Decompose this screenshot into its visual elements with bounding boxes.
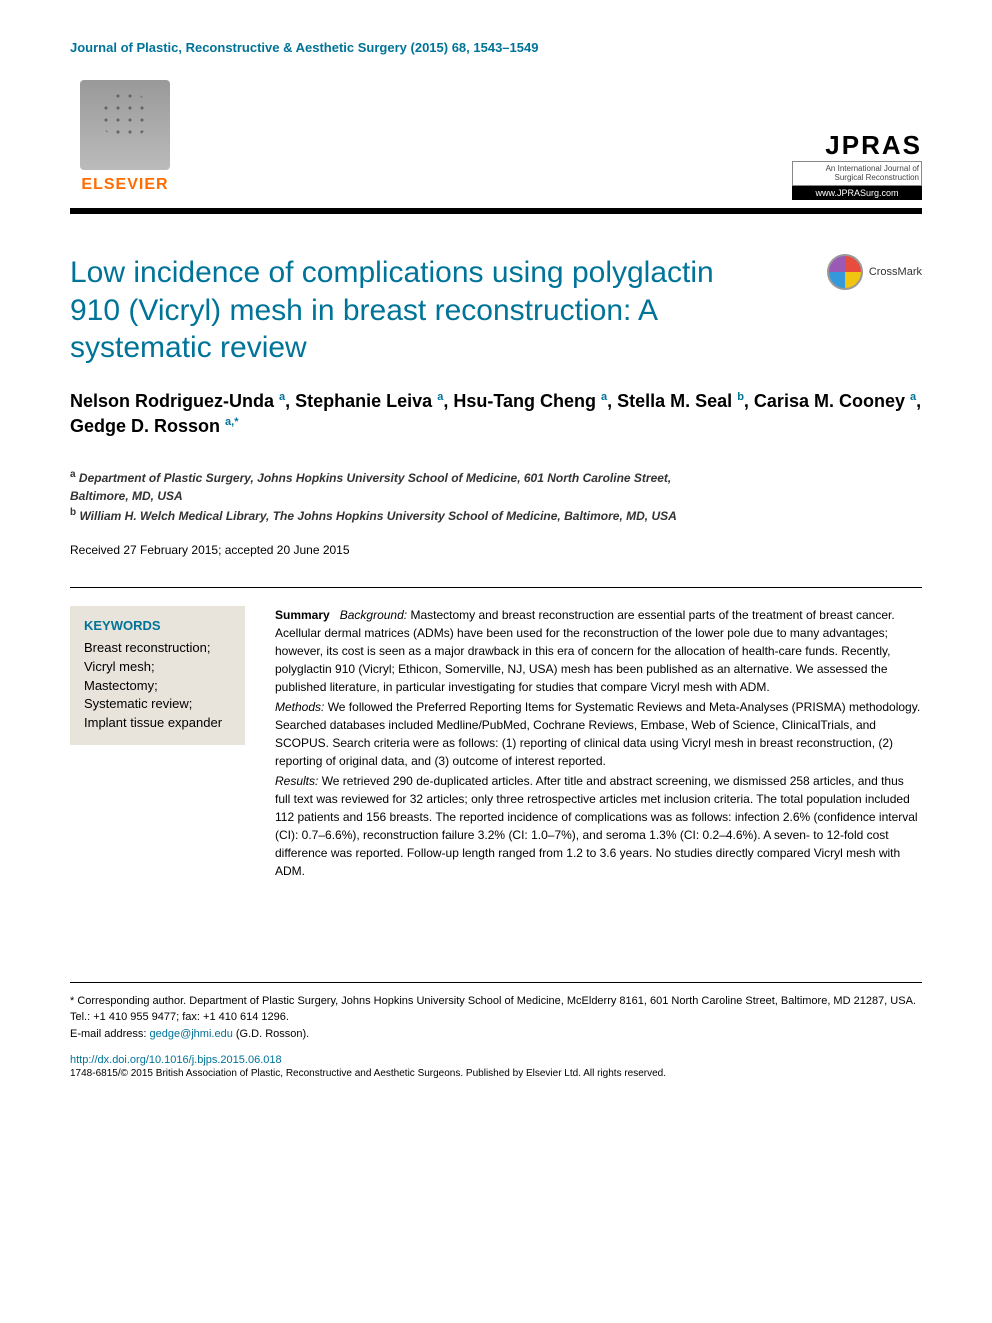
footer-rule [70, 982, 922, 983]
jpras-url: www.JPRASurg.com [792, 186, 922, 200]
elsevier-name: ELSEVIER [81, 176, 168, 194]
crossmark-label: CrossMark [869, 266, 922, 278]
article-title: Low incidence of complications using pol… [70, 254, 750, 367]
article-dates: Received 27 February 2015; accepted 20 J… [70, 543, 922, 557]
header-rule [70, 208, 922, 214]
jpras-acronym: JPRAS [792, 130, 922, 161]
affiliation-line: b William H. Welch Medical Library, The … [70, 505, 710, 525]
author-list: Nelson Rodriguez-Unda a, Stephanie Leiva… [70, 389, 922, 439]
keywords-box: KEYWORDS Breast reconstruction;Vicryl me… [70, 606, 245, 745]
abstract-methods: Methods: We followed the Preferred Repor… [275, 698, 922, 770]
email-link[interactable]: gedge@jhmi.edu [149, 1028, 232, 1040]
affiliations: a Department of Plastic Surgery, Johns H… [70, 467, 710, 525]
abstract-results: Results: We retrieved 290 de-duplicated … [275, 772, 922, 880]
jpras-subtitle: An International Journal of Surgical Rec… [792, 161, 922, 186]
crossmark-badge[interactable]: CrossMark [827, 254, 922, 290]
methods-label: Methods: [275, 700, 324, 714]
abstract-background: Summary Background: Mastectomy and breas… [275, 606, 922, 696]
title-row: Low incidence of complications using pol… [70, 254, 922, 389]
email-suffix: (G.D. Rosson). [233, 1028, 309, 1040]
results-text: We retrieved 290 de-duplicated articles.… [275, 774, 918, 878]
copyright-line: 1748-6815/© 2015 British Association of … [70, 1068, 922, 1079]
methods-text: We followed the Preferred Reporting Item… [275, 700, 920, 768]
jpras-logo: JPRAS An International Journal of Surgic… [792, 130, 922, 200]
email-line: E-mail address: gedge@jhmi.edu (G.D. Ros… [70, 1028, 922, 1040]
keywords-heading: KEYWORDS [84, 618, 231, 633]
background-label: Background: [340, 608, 407, 622]
abstract: Summary Background: Mastectomy and breas… [275, 606, 922, 882]
keywords-list: Breast reconstruction;Vicryl mesh;Mastec… [84, 639, 231, 733]
journal-citation-header: Journal of Plastic, Reconstructive & Aes… [70, 40, 922, 55]
logo-row: ELSEVIER JPRAS An International Journal … [70, 80, 922, 200]
crossmark-icon [827, 254, 863, 290]
results-label: Results: [275, 774, 318, 788]
doi-link[interactable]: http://dx.doi.org/10.1016/j.bjps.2015.06… [70, 1054, 922, 1066]
elsevier-tree-icon [80, 80, 170, 170]
email-label: E-mail address: [70, 1028, 149, 1040]
corresponding-author: * Corresponding author. Department of Pl… [70, 993, 922, 1026]
affiliation-line: a Department of Plastic Surgery, Johns H… [70, 467, 710, 505]
summary-label: Summary [275, 608, 330, 622]
content-row: KEYWORDS Breast reconstruction;Vicryl me… [70, 587, 922, 882]
elsevier-logo: ELSEVIER [70, 80, 180, 200]
